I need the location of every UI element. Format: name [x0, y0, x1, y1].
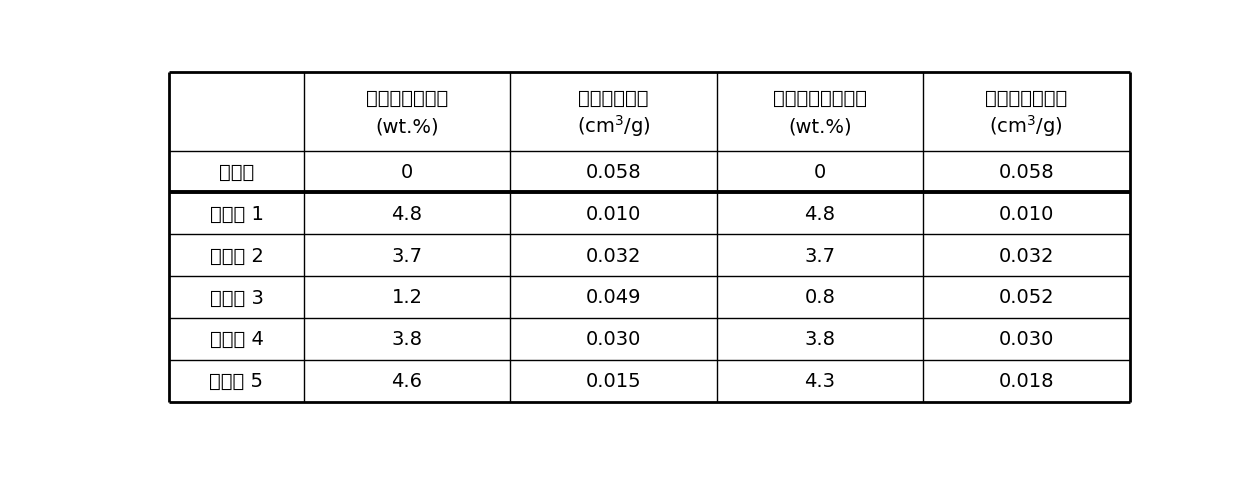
Text: 4.8: 4.8 — [392, 204, 422, 223]
Text: 载体中积碳含量: 载体中积碳含量 — [366, 89, 449, 107]
Text: (wt.%): (wt.%) — [375, 117, 439, 136]
Text: 0.010: 0.010 — [999, 204, 1054, 223]
Text: (wt.%): (wt.%) — [788, 117, 851, 136]
Text: 载体微孔孔容: 载体微孔孔容 — [579, 89, 649, 107]
Text: 0.049: 0.049 — [586, 288, 641, 307]
Text: (cm$^3$/g): (cm$^3$/g) — [990, 113, 1063, 139]
Text: 0: 0 — [400, 163, 413, 182]
Text: 实施例 1: 实施例 1 — [209, 204, 264, 223]
Text: 0.052: 0.052 — [999, 288, 1054, 307]
Text: 4.3: 4.3 — [804, 371, 835, 390]
Text: 0.010: 0.010 — [586, 204, 641, 223]
Text: 0: 0 — [814, 163, 826, 182]
Text: 0.058: 0.058 — [586, 163, 642, 182]
Text: 0.032: 0.032 — [586, 246, 641, 265]
Text: 3.8: 3.8 — [804, 330, 835, 348]
Text: 4.6: 4.6 — [392, 371, 422, 390]
Text: 0.018: 0.018 — [999, 371, 1054, 390]
Text: 实施例 2: 实施例 2 — [209, 246, 264, 265]
Text: 0.8: 0.8 — [804, 288, 835, 307]
Text: 0.030: 0.030 — [999, 330, 1054, 348]
Text: 实施例 3: 实施例 3 — [209, 288, 264, 307]
Text: (cm$^3$/g): (cm$^3$/g) — [576, 113, 650, 139]
Text: 0.032: 0.032 — [999, 246, 1054, 265]
Text: 实施例 5: 实施例 5 — [209, 371, 264, 390]
Text: 却化剂中积碳含量: 却化剂中积碳含量 — [773, 89, 867, 107]
Text: 3.7: 3.7 — [804, 246, 835, 265]
Text: 0.058: 0.058 — [999, 163, 1054, 182]
Text: 对比例: 对比例 — [219, 163, 254, 182]
Text: 3.7: 3.7 — [392, 246, 422, 265]
Text: 0.015: 0.015 — [586, 371, 642, 390]
Text: 1.2: 1.2 — [392, 288, 422, 307]
Text: 却化剂微孔孔容: 却化剂微孔孔容 — [985, 89, 1068, 107]
Text: 3.8: 3.8 — [392, 330, 422, 348]
Text: 0.030: 0.030 — [586, 330, 641, 348]
Text: 实施例 4: 实施例 4 — [209, 330, 264, 348]
Text: 4.8: 4.8 — [804, 204, 835, 223]
